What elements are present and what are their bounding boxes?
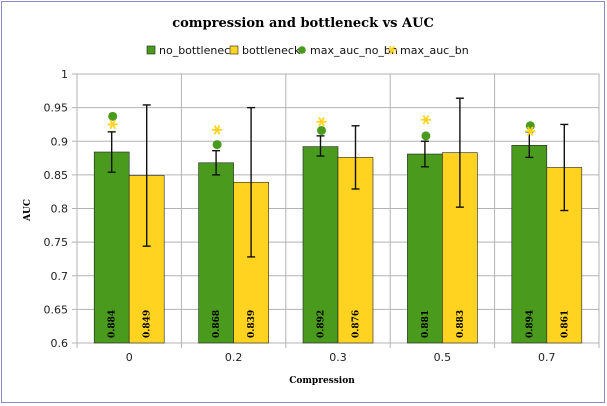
data-label-no_bottleneck: 0.892	[317, 310, 327, 338]
data-label-bottleneck: 0.883	[456, 310, 466, 338]
legend-label-max_auc_bn: max_auc_bn	[400, 44, 469, 57]
legend-swatch-max_auc_no_bn	[298, 46, 306, 54]
marker-max_auc_no_bn	[212, 140, 222, 150]
data-label-no_bottleneck: 0.884	[108, 310, 118, 338]
y-tick-label: 0.75	[44, 236, 69, 249]
legend-label-bottleneck: bottleneck	[242, 44, 301, 57]
data-label-bottleneck: 0.861	[560, 310, 570, 338]
data-label-no_bottleneck: 0.894	[525, 310, 535, 338]
legend-swatch-no_bottleneck	[146, 45, 156, 55]
y-tick-label: 0.6	[51, 337, 69, 350]
y-tick-label: 0.9	[51, 135, 69, 148]
y-tick-label: 1	[61, 68, 68, 81]
data-label-bottleneck: 0.849	[143, 310, 153, 338]
marker-max_auc_no_bn	[421, 131, 431, 141]
marker-max_auc_bn	[525, 126, 536, 136]
y-tick-label: 0.65	[44, 303, 69, 316]
marker-max_auc_bn	[316, 116, 327, 127]
legend-label-max_auc_no_bn: max_auc_no_bn	[310, 44, 398, 57]
legend-swatch-bottleneck	[229, 45, 239, 55]
x-tick-label: 0.2	[225, 351, 243, 364]
legend: no_bottleneck bottleneck max_auc_no_bn max_…	[146, 44, 469, 57]
x-tick-label: 0.3	[329, 351, 347, 364]
bar-no_bottleneck	[511, 144, 548, 344]
chart-title: compression and bottleneck vs AUC	[172, 16, 434, 31]
marker-max_auc_no_bn	[317, 125, 326, 135]
data-label-bottleneck: 0.839	[247, 310, 257, 338]
y-tick-label: 0.8	[51, 203, 69, 216]
marker-max_auc_no_bn	[525, 121, 535, 131]
x-tick-label: 0	[126, 351, 133, 364]
marker-max_auc_no_bn	[108, 111, 118, 121]
x-tick-label: 0.7	[538, 351, 556, 364]
chart-svg: compression and bottleneck vs AUC no_bot…	[23, 16, 600, 386]
data-label-no_bottleneck: 0.868	[212, 310, 222, 338]
marker-max_auc_bn	[212, 125, 223, 135]
y-tick-label: 0.7	[51, 270, 69, 283]
marker-max_auc_bn	[420, 114, 431, 125]
y-tick-label: 0.85	[44, 169, 69, 182]
x-axis-title: Compression	[289, 376, 355, 386]
legend-swatch-max_auc_bn	[387, 45, 397, 55]
bar-no_bottleneck	[407, 153, 443, 344]
x-tick-label: 0.5	[434, 351, 452, 364]
plot-area: 0.6 0.65 0.7 0.75 0.8 0.85 0.9 0.95 1 0 0.884 0.849…	[44, 68, 600, 364]
y-tick-label: 0.95	[44, 102, 69, 115]
legend-label-no_bottleneck: no_bottleneck	[159, 44, 237, 57]
bar-no_bottleneck	[93, 151, 130, 344]
y-axis-title: AUC	[23, 199, 33, 222]
data-label-bottleneck: 0.876	[352, 310, 362, 338]
marker-max_auc_bn	[107, 119, 118, 130]
data-label-no_bottleneck: 0.881	[421, 310, 431, 338]
